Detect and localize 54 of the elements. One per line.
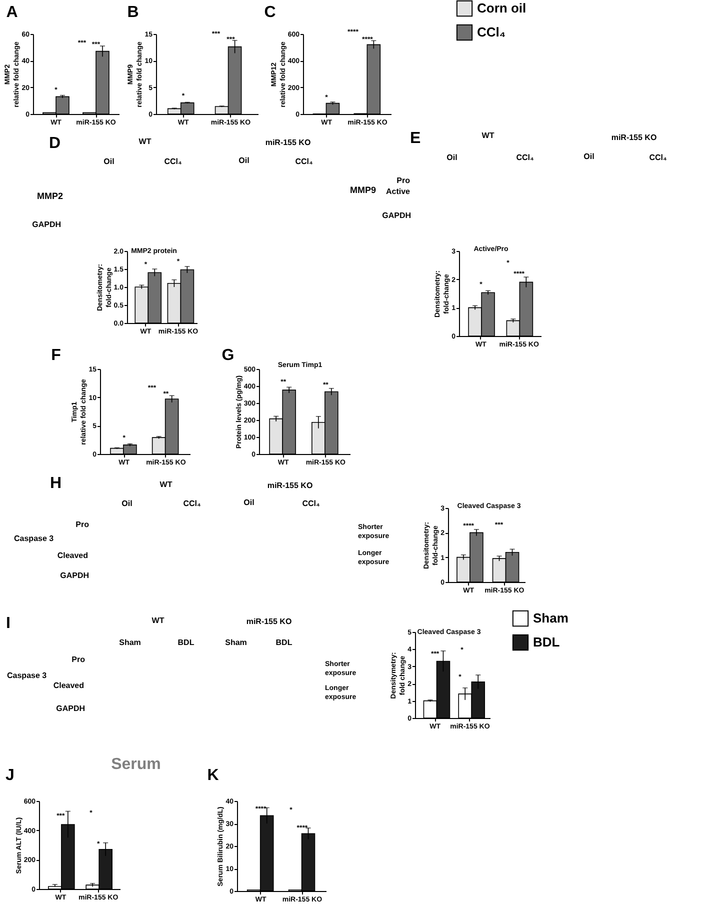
legend-label: Corn oil <box>477 0 526 16</box>
text: CCl₄ <box>516 153 534 162</box>
text: Pro <box>76 520 90 529</box>
chart-title: G <box>222 347 234 364</box>
text: WT <box>152 616 164 625</box>
text: miR-155 KO <box>246 617 292 626</box>
text: CCl₄ <box>295 157 313 166</box>
text: GAPDH <box>32 220 62 229</box>
text: GAPDH <box>382 211 412 220</box>
legend-label: BDL <box>533 634 560 650</box>
text: miR-155 KO <box>267 481 313 490</box>
text: CCl₄ <box>164 157 182 166</box>
text: miR-155 KO <box>265 138 311 147</box>
chart-title: B <box>127 4 139 21</box>
chart-title: F <box>51 347 62 364</box>
legend-label: Sham <box>533 610 568 626</box>
text: H <box>50 475 62 492</box>
text: Oil <box>584 152 594 161</box>
chart-title: A <box>6 4 18 21</box>
text: BDL <box>178 638 194 647</box>
text: Sham <box>119 638 141 647</box>
text: Caspase 3 <box>14 534 54 543</box>
chart-title: K <box>207 767 220 784</box>
text: Cleaved <box>53 681 84 690</box>
text: Pro <box>396 176 410 185</box>
text: E <box>410 130 421 147</box>
text: Oil <box>122 499 132 508</box>
chart-title: J <box>6 767 14 784</box>
text: Oil <box>104 157 114 166</box>
chart-subtitle: Serum <box>111 756 161 773</box>
text: miR-155 KO <box>611 133 657 142</box>
text: CCl₄ <box>302 499 320 508</box>
text: Pro <box>72 655 86 664</box>
text: CCl₄ <box>649 153 667 162</box>
text: Oil <box>238 156 250 165</box>
text: BDL <box>276 638 292 647</box>
text: WT <box>160 480 172 489</box>
text: MMP9 <box>350 185 376 195</box>
text: WT <box>482 131 494 140</box>
text: D <box>49 135 61 152</box>
text: Active <box>386 187 411 196</box>
text: GAPDH <box>60 571 90 580</box>
text: CCl₄ <box>183 499 201 508</box>
text: I <box>6 615 10 632</box>
text: GAPDH <box>56 704 86 713</box>
text: MMP2 <box>36 191 63 201</box>
text: Oil <box>446 153 458 162</box>
text: Cleaved <box>57 551 88 560</box>
text: Sham <box>225 638 247 647</box>
text: Caspase 3 <box>7 671 48 680</box>
legend-label: CCl₄ <box>477 24 506 40</box>
chart-title: C <box>264 4 276 21</box>
text: WT <box>138 137 152 146</box>
text: Oil <box>244 498 254 507</box>
